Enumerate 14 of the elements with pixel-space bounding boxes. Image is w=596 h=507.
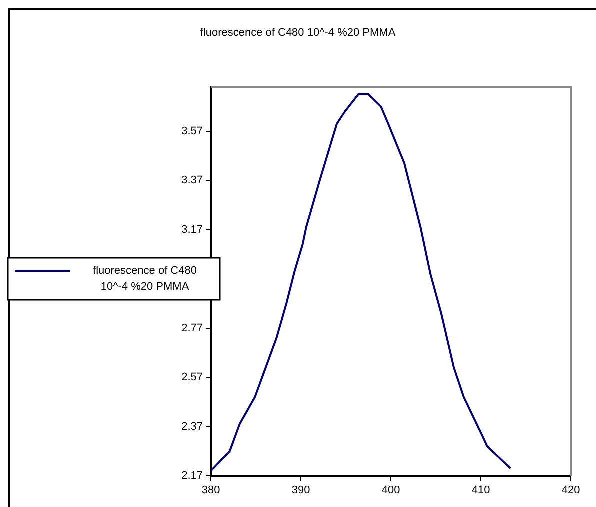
y-tick-label: 3.57 [182, 125, 203, 138]
chart-title: fluorescence of C480 10^-4 %20 PMMA [200, 27, 396, 40]
y-tick-label: 2.77 [182, 322, 203, 334]
x-tick-label: 410 [472, 484, 490, 497]
y-tick-label: 2.37 [182, 420, 203, 433]
legend-label: fluorescence of C480 10^-4 %20 PMMA [93, 265, 197, 294]
x-tick-label: 400 [382, 484, 400, 497]
y-tick-label: 3.37 [182, 174, 203, 187]
x-tick-label: 420 [562, 484, 580, 497]
y-tick-label: 2.17 [182, 470, 203, 482]
x-tick-label: 380 [202, 484, 220, 497]
x-tick-label: 390 [292, 484, 310, 497]
y-tick-label: 2.57 [182, 372, 203, 384]
y-tick-label: 3.17 [182, 224, 203, 236]
